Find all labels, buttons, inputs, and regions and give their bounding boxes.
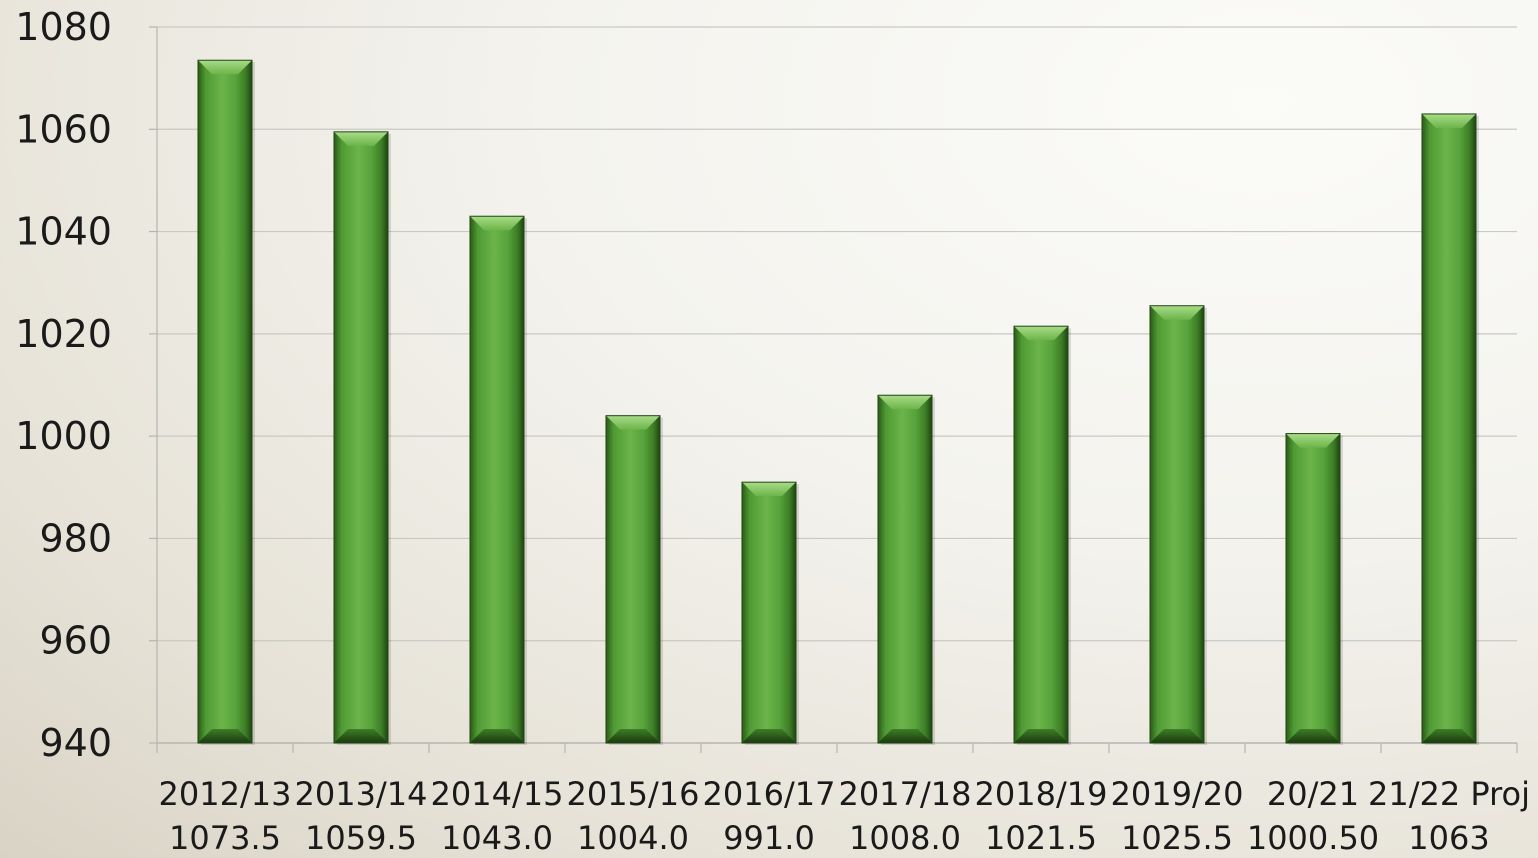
bar bbox=[469, 215, 527, 745]
y-tick-label: 1080 bbox=[15, 5, 112, 49]
bar-outline bbox=[1149, 305, 1205, 744]
bar-outline bbox=[469, 215, 525, 744]
bar bbox=[197, 59, 255, 745]
bar-body bbox=[878, 395, 932, 743]
x-tick-label: 2019/20 bbox=[1111, 775, 1244, 813]
data-label: 1000.50 bbox=[1247, 819, 1379, 857]
data-label: 1059.5 bbox=[305, 819, 417, 857]
bar-body bbox=[1286, 433, 1340, 743]
bar-bottom-bevel bbox=[1150, 729, 1204, 743]
bar-outline bbox=[1285, 433, 1341, 744]
data-label: 1008.0 bbox=[849, 819, 961, 857]
x-tick-label: 2016/17 bbox=[703, 775, 836, 813]
data-label: 991.0 bbox=[723, 819, 815, 857]
x-tick-label: 21/22 Proj bbox=[1368, 775, 1530, 813]
bar-bottom-bevel bbox=[198, 729, 252, 743]
bar-top-bevel bbox=[1286, 433, 1340, 448]
y-tick-label: 1040 bbox=[15, 210, 112, 254]
bar-outline bbox=[605, 415, 661, 744]
bar-bottom-bevel bbox=[878, 729, 932, 743]
x-tick-label: 2015/16 bbox=[567, 775, 700, 813]
bar bbox=[1013, 325, 1071, 745]
bar bbox=[605, 415, 663, 745]
bar-top-bevel bbox=[1150, 305, 1204, 320]
bar-bottom-bevel bbox=[1014, 729, 1068, 743]
x-tick-label: 20/21 bbox=[1267, 775, 1359, 813]
bar-body bbox=[1422, 113, 1476, 743]
bar-outline bbox=[333, 131, 389, 744]
bar-top-bevel bbox=[1014, 326, 1068, 341]
bar-bottom-bevel bbox=[334, 729, 388, 743]
data-label: 1043.0 bbox=[441, 819, 553, 857]
bar-bottom-bevel bbox=[606, 729, 660, 743]
bar bbox=[1421, 113, 1479, 745]
bar-bottom-bevel bbox=[742, 729, 796, 743]
x-tick-label: 2013/14 bbox=[295, 775, 428, 813]
x-tick-label: 2018/19 bbox=[975, 775, 1108, 813]
bar-top-bevel bbox=[198, 60, 252, 75]
bar bbox=[333, 131, 391, 746]
x-tick-label: 2014/15 bbox=[431, 775, 564, 813]
bar-outline bbox=[741, 481, 797, 744]
bar-body bbox=[1014, 326, 1068, 743]
x-tick-label: 2017/18 bbox=[839, 775, 972, 813]
bar-top-bevel bbox=[1422, 113, 1476, 128]
x-tick-label: 2012/13 bbox=[159, 775, 292, 813]
bar bbox=[1149, 305, 1207, 745]
bar-outline bbox=[1013, 325, 1069, 744]
x-axis-tick-labels: 2012/13 1073.5 2013/14 1059.5 2014/15 1043.0 2… bbox=[159, 775, 1530, 857]
bar-body bbox=[606, 415, 660, 743]
data-label: 1021.5 bbox=[985, 819, 1097, 857]
y-tick-label: 1020 bbox=[15, 312, 112, 356]
y-tick-label: 1060 bbox=[15, 107, 112, 151]
bar-body bbox=[470, 216, 524, 743]
bars bbox=[197, 59, 1479, 746]
bar-body bbox=[334, 131, 388, 744]
y-tick-label: 980 bbox=[39, 516, 112, 560]
y-axis-tick-labels: 940 960 980 1000 1020 1040 1060 1080 bbox=[15, 5, 112, 765]
y-tick-label: 960 bbox=[39, 619, 112, 663]
bar bbox=[1285, 433, 1343, 745]
bar-top-bevel bbox=[878, 395, 932, 410]
bar-top-bevel bbox=[742, 482, 796, 497]
bar bbox=[877, 394, 935, 745]
data-label: 1025.5 bbox=[1121, 819, 1233, 857]
bar-top-bevel bbox=[334, 131, 388, 146]
y-tick-label: 940 bbox=[39, 721, 112, 765]
bar-outline bbox=[197, 59, 253, 744]
bar-body bbox=[1150, 305, 1204, 743]
bar-bottom-bevel bbox=[1286, 729, 1340, 743]
bar-body bbox=[198, 60, 252, 743]
y-tick-label: 1000 bbox=[15, 414, 112, 458]
bar-outline bbox=[877, 394, 933, 744]
data-label: 1004.0 bbox=[577, 819, 689, 857]
bar-body bbox=[742, 482, 796, 743]
bar bbox=[741, 481, 799, 745]
data-label: 1063 bbox=[1408, 819, 1489, 857]
bar-top-bevel bbox=[470, 216, 524, 231]
bar-top-bevel bbox=[606, 415, 660, 430]
data-label: 1073.5 bbox=[169, 819, 281, 857]
bar-bottom-bevel bbox=[470, 729, 524, 743]
bar-bottom-bevel bbox=[1422, 729, 1476, 743]
bar-outline bbox=[1421, 113, 1477, 744]
